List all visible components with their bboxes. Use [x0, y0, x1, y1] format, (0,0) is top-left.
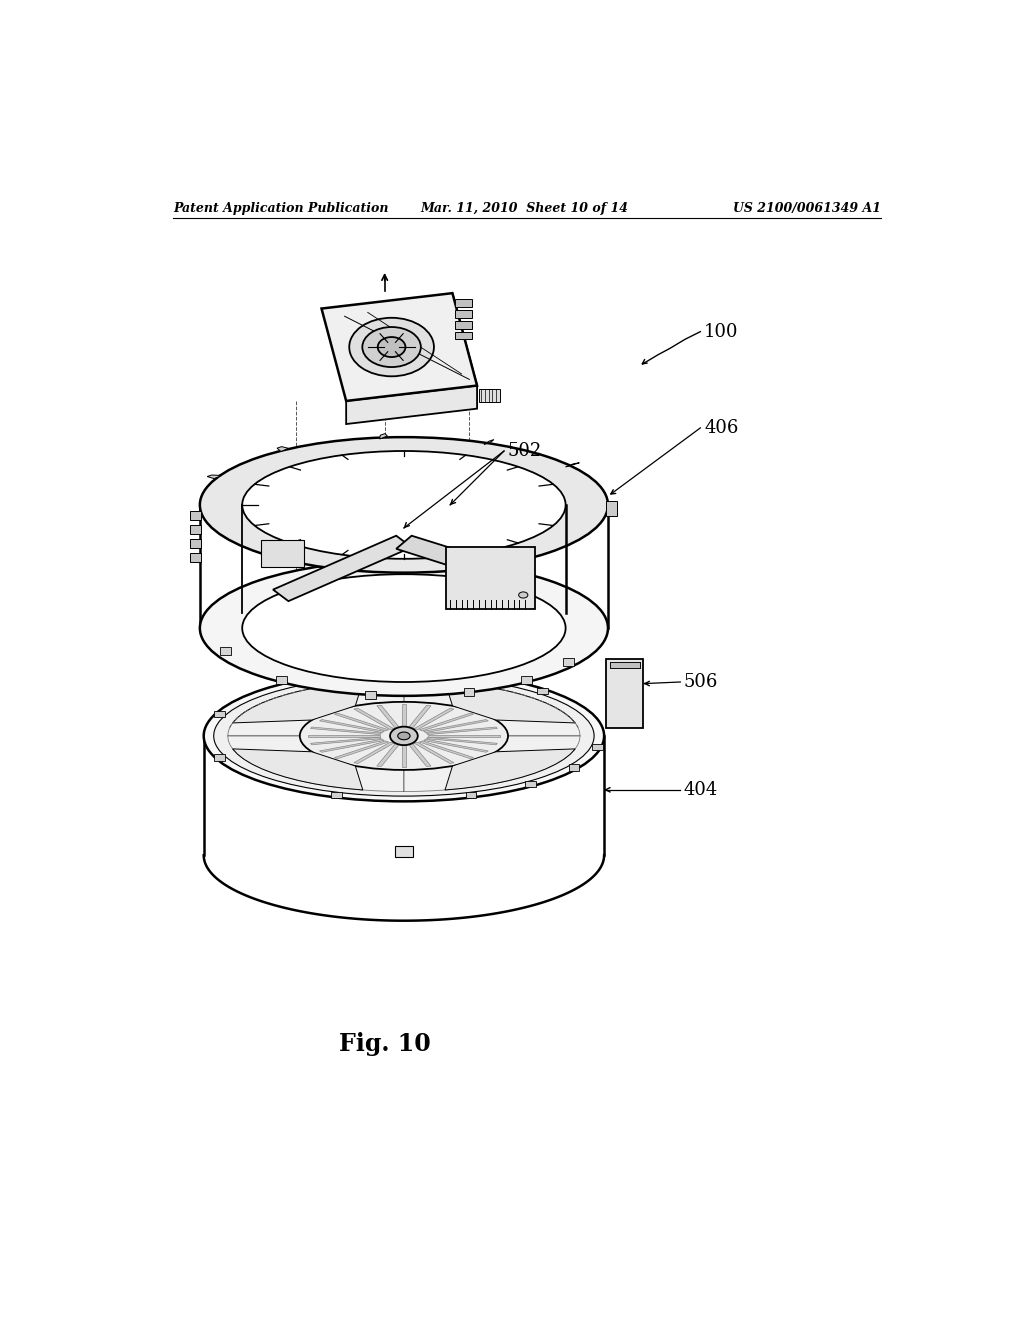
Bar: [455, 310, 472, 318]
Polygon shape: [484, 440, 494, 445]
Polygon shape: [424, 719, 488, 733]
Polygon shape: [232, 748, 362, 789]
Polygon shape: [403, 737, 580, 792]
Polygon shape: [227, 737, 403, 792]
Polygon shape: [377, 705, 400, 729]
Ellipse shape: [349, 318, 434, 376]
Text: 506: 506: [683, 673, 718, 690]
Polygon shape: [319, 739, 384, 752]
Bar: [524, 781, 536, 787]
Bar: [466, 673, 476, 680]
Bar: [394, 846, 413, 857]
Ellipse shape: [362, 327, 421, 367]
Bar: [455, 300, 472, 308]
Polygon shape: [227, 680, 403, 737]
Polygon shape: [207, 475, 222, 479]
Polygon shape: [310, 727, 381, 735]
Polygon shape: [334, 713, 388, 731]
Bar: [214, 711, 225, 717]
Polygon shape: [278, 446, 289, 451]
Polygon shape: [322, 293, 477, 401]
Polygon shape: [445, 748, 575, 789]
Polygon shape: [396, 536, 535, 589]
Bar: [538, 688, 548, 694]
Bar: [466, 792, 476, 799]
Polygon shape: [414, 742, 454, 763]
Bar: [189, 553, 201, 562]
Text: Fig. 10: Fig. 10: [339, 1032, 430, 1056]
Ellipse shape: [204, 671, 604, 801]
Bar: [606, 659, 643, 729]
Ellipse shape: [243, 574, 565, 682]
Bar: [366, 690, 376, 698]
Polygon shape: [354, 742, 394, 763]
Polygon shape: [445, 682, 575, 723]
Polygon shape: [408, 743, 431, 767]
Ellipse shape: [200, 437, 608, 573]
Bar: [214, 755, 225, 760]
Polygon shape: [377, 743, 400, 767]
Bar: [332, 673, 342, 680]
Ellipse shape: [518, 591, 528, 598]
Polygon shape: [334, 741, 388, 759]
Ellipse shape: [397, 733, 410, 739]
Text: 100: 100: [705, 322, 738, 341]
Text: 502: 502: [508, 442, 542, 459]
Polygon shape: [319, 719, 384, 733]
Bar: [455, 331, 472, 339]
Text: US 2100/0061349 A1: US 2100/0061349 A1: [733, 202, 882, 215]
Polygon shape: [380, 434, 387, 440]
Ellipse shape: [243, 451, 565, 558]
Polygon shape: [232, 682, 362, 723]
Bar: [592, 743, 603, 750]
Bar: [610, 663, 640, 668]
Ellipse shape: [378, 337, 406, 358]
Bar: [563, 659, 574, 665]
Text: Patent Application Publication: Patent Application Publication: [173, 202, 388, 215]
Text: 406: 406: [705, 418, 738, 437]
Bar: [568, 764, 580, 771]
Ellipse shape: [200, 561, 608, 696]
Polygon shape: [419, 741, 473, 759]
Polygon shape: [354, 709, 394, 730]
Polygon shape: [427, 737, 498, 744]
Polygon shape: [428, 735, 500, 737]
Bar: [189, 539, 201, 548]
Polygon shape: [414, 709, 454, 730]
Bar: [610, 663, 640, 668]
Polygon shape: [401, 705, 407, 729]
Ellipse shape: [300, 702, 508, 770]
Bar: [455, 321, 472, 329]
Bar: [276, 676, 287, 684]
Polygon shape: [453, 293, 477, 409]
Polygon shape: [419, 713, 473, 731]
Polygon shape: [446, 548, 535, 609]
Polygon shape: [401, 743, 407, 767]
Polygon shape: [424, 739, 488, 752]
Polygon shape: [310, 737, 381, 744]
Polygon shape: [427, 727, 498, 735]
Ellipse shape: [214, 676, 594, 796]
Bar: [478, 388, 500, 403]
Polygon shape: [346, 385, 477, 424]
Polygon shape: [308, 735, 380, 737]
Polygon shape: [403, 680, 580, 737]
Text: 404: 404: [683, 781, 718, 799]
Bar: [261, 540, 304, 566]
Ellipse shape: [390, 726, 418, 744]
Bar: [610, 663, 640, 668]
Bar: [189, 525, 201, 535]
Polygon shape: [408, 705, 431, 729]
Bar: [332, 792, 342, 799]
Bar: [189, 511, 201, 520]
Bar: [464, 688, 474, 696]
Bar: [521, 676, 531, 684]
Text: Mar. 11, 2010  Sheet 10 of 14: Mar. 11, 2010 Sheet 10 of 14: [421, 202, 629, 215]
Bar: [392, 668, 416, 673]
Polygon shape: [565, 463, 580, 467]
Polygon shape: [273, 536, 412, 601]
Bar: [606, 502, 617, 516]
Bar: [220, 647, 230, 655]
